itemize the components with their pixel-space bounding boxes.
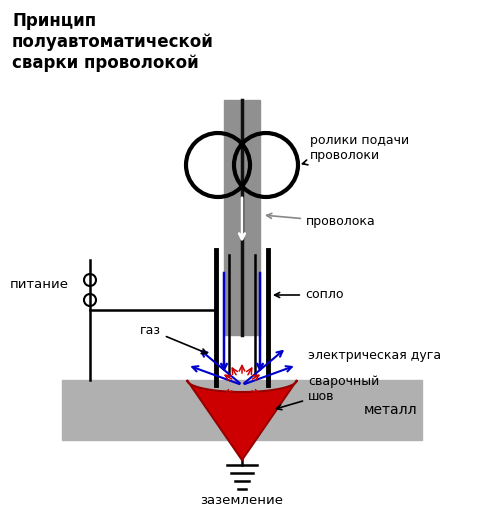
Text: питание: питание: [10, 279, 69, 291]
Text: электрическая дуга: электрическая дуга: [308, 349, 441, 361]
Text: проволока: проволока: [267, 214, 376, 228]
Polygon shape: [187, 380, 297, 460]
Text: Принцип
полуавтоматической
сварки проволокой: Принцип полуавтоматической сварки провол…: [12, 12, 214, 72]
Text: газ: газ: [140, 324, 207, 354]
Bar: [224, 100, 260, 335]
Text: сопло: сопло: [274, 288, 344, 302]
Text: заземление: заземление: [200, 494, 284, 507]
Text: металл: металл: [363, 403, 417, 417]
Text: ролики подачи
проволоки: ролики подачи проволоки: [302, 134, 409, 165]
Bar: [62, 380, 422, 440]
Text: сварочный
шов: сварочный шов: [276, 375, 379, 410]
